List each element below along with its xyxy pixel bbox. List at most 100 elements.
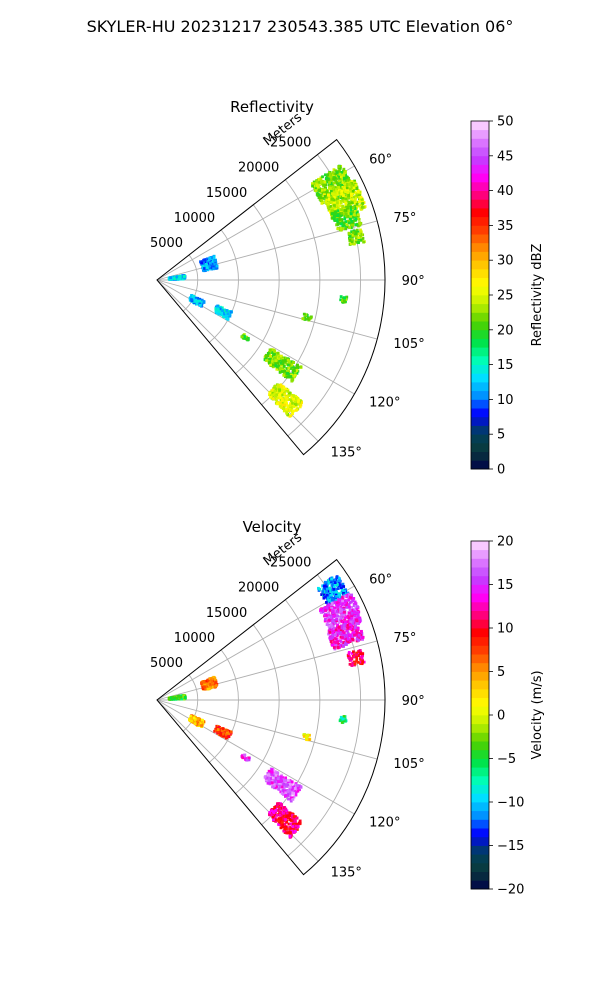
velocity-echo-cell — [338, 644, 342, 648]
velocity-echo-cell — [291, 786, 295, 789]
velocity-echo-cell — [348, 633, 352, 637]
reflectivity-echo-cell — [212, 267, 216, 271]
reflectivity-echo-cell — [269, 363, 272, 367]
reflectivity-echo-cell — [332, 204, 336, 207]
reflectivity-echo-cell — [315, 185, 318, 189]
velocity-echo-cell — [218, 728, 222, 731]
velocity-echo-cell — [349, 657, 353, 661]
reflectivity-echo-cell — [282, 371, 286, 375]
velocity-echo-cell — [272, 818, 275, 822]
velocity-echo-cell — [342, 591, 345, 595]
reflectivity-echo-cell — [306, 317, 310, 320]
reflectivity-echo-cell — [245, 335, 249, 339]
reflectivity-echo-cell — [332, 217, 336, 221]
velocity-echo-cell — [337, 592, 341, 596]
velocity-echo-cell — [342, 606, 346, 610]
velocity-echo-cell — [334, 628, 338, 632]
reflectivity-echo-cell — [355, 228, 359, 232]
reflectivity-echo-cell — [294, 404, 298, 408]
velocity-echo-cell — [273, 772, 277, 776]
reflectivity-echo-cell — [221, 309, 224, 312]
velocity-echo-cell — [270, 768, 274, 772]
velocity-echo-cell — [351, 636, 355, 639]
velocity-echo-cell — [326, 616, 329, 619]
reflectivity-echo-cell — [204, 264, 208, 268]
velocity-echo-cell — [327, 611, 330, 615]
reflectivity-echo-cell — [356, 230, 360, 234]
velocity-echo-cell — [353, 630, 357, 634]
reflectivity-echo-cell — [359, 235, 363, 238]
reflectivity-echo-cell — [350, 230, 354, 234]
velocity-azimuth-tick-label: 75° — [393, 631, 416, 646]
velocity-echo-cell — [339, 628, 343, 631]
velocity-echo-cell — [282, 785, 286, 789]
reflectivity-range-ring — [261, 179, 321, 406]
reflectivity-echo-cell — [283, 390, 286, 394]
reflectivity-range-ring — [182, 254, 199, 312]
reflectivity-echo-cell — [182, 275, 186, 278]
velocity-echo-cell — [324, 609, 327, 612]
velocity-azimuth-tick-label: 105° — [393, 757, 424, 772]
velocity-colorbar-swatch — [471, 636, 489, 646]
velocity-echo-cell — [323, 606, 326, 610]
velocity-echo-cell — [346, 626, 350, 630]
velocity-echo-cell — [333, 647, 337, 651]
reflectivity-echo-cell — [274, 398, 278, 402]
reflectivity-colorbar-swatch — [471, 295, 489, 305]
velocity-echo-cell — [327, 618, 331, 622]
velocity-echo-cell — [340, 591, 343, 595]
velocity-echo-cell — [333, 627, 336, 630]
velocity-echo-cell — [347, 616, 351, 620]
velocity-echo-cell — [270, 770, 274, 774]
velocity-echo-cell — [281, 825, 285, 829]
reflectivity-echo-cell — [280, 370, 284, 373]
reflectivity-echo-cell — [344, 173, 348, 177]
reflectivity-echo-cell — [337, 165, 341, 168]
velocity-echo-cell — [357, 654, 360, 658]
velocity-echo-cell — [284, 776, 288, 780]
velocity-echo-cell — [330, 625, 334, 629]
reflectivity-panel: Reflectivity500010000150002000025000Mete… — [150, 98, 545, 478]
reflectivity-echo-cell — [290, 362, 294, 366]
reflectivity-echo-cell — [337, 199, 340, 203]
velocity-echo-cell — [244, 758, 247, 761]
reflectivity-echo-cell — [339, 295, 343, 298]
velocity-echo-cell — [340, 586, 343, 590]
reflectivity-echo-cell — [346, 212, 350, 216]
reflectivity-echo-cell — [350, 220, 354, 223]
reflectivity-echo-cell — [339, 213, 343, 217]
reflectivity-echo-cell — [346, 190, 350, 194]
velocity-echo-cell — [168, 697, 171, 701]
reflectivity-echo-cell — [282, 359, 285, 363]
velocity-echo-cell — [333, 633, 337, 637]
reflectivity-echo-cell — [280, 399, 284, 402]
velocity-echo-cell — [337, 627, 341, 631]
velocity-echo-cell — [360, 656, 364, 660]
reflectivity-echo-cell — [309, 316, 313, 320]
reflectivity-echo-cell — [192, 300, 195, 303]
reflectivity-colorbar-swatch — [471, 147, 489, 157]
velocity-echo-cell — [345, 629, 349, 633]
reflectivity-echo-cell — [335, 171, 339, 174]
reflectivity-echo-cell — [279, 358, 283, 362]
reflectivity-colorbar-label: Reflectivity dBZ — [530, 244, 545, 347]
velocity-echo-cell — [325, 601, 328, 604]
velocity-echo-cell — [225, 728, 229, 732]
reflectivity-echo-cell — [319, 178, 323, 182]
reflectivity-echo-cell — [326, 180, 330, 184]
velocity-echo-cell — [355, 657, 359, 661]
reflectivity-colorbar-tick-label: 5 — [497, 428, 505, 443]
reflectivity-echo-cell — [357, 200, 361, 203]
reflectivity-echo-cell — [303, 316, 307, 320]
reflectivity-echo-cell — [337, 174, 341, 178]
reflectivity-echo-cell — [338, 191, 342, 195]
velocity-echo-cell — [177, 694, 181, 698]
velocity-echo-cell — [283, 779, 287, 782]
velocity-echo-cell — [340, 607, 344, 611]
velocity-echo-cell — [349, 635, 353, 639]
reflectivity-azimuth-gridline — [156, 279, 378, 340]
reflectivity-echo-cell — [316, 185, 320, 189]
reflectivity-colorbar-tick-label: 35 — [497, 219, 514, 234]
velocity-range-ring — [235, 624, 280, 794]
velocity-echo-cell — [339, 624, 343, 628]
